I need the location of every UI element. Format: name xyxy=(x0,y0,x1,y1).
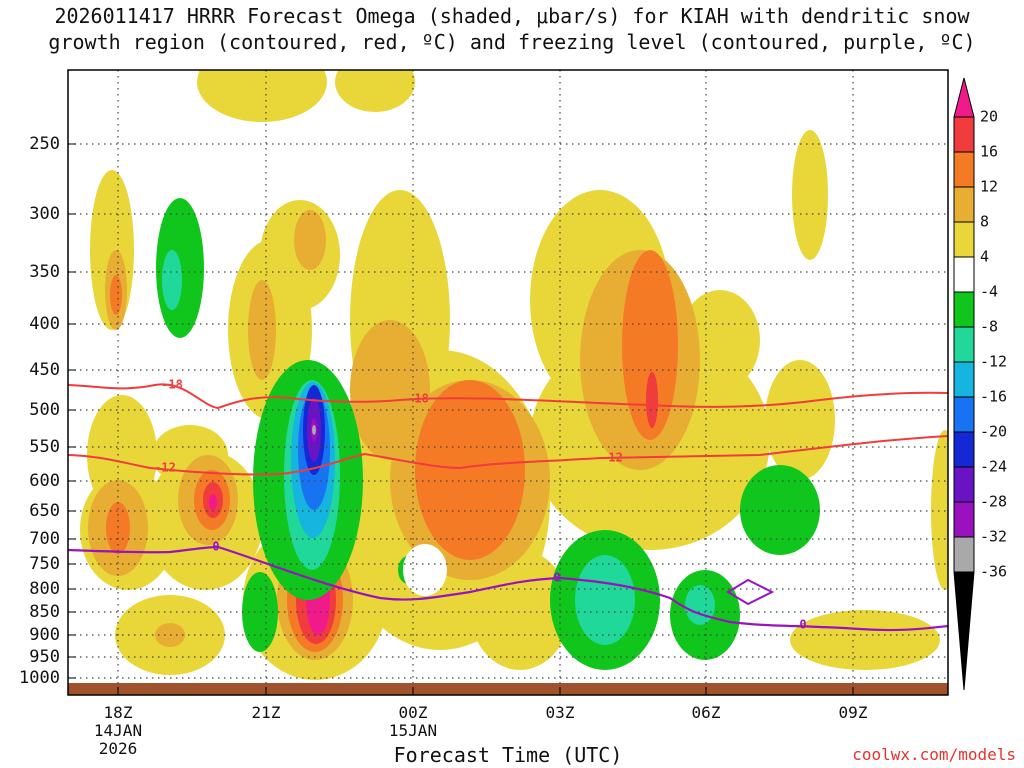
dgz-contour-minus18 xyxy=(67,383,949,410)
y-tick-label: 850 xyxy=(29,602,60,622)
omega-region-orange xyxy=(415,380,525,560)
x-tick-label: 06Z xyxy=(692,703,721,722)
y-tick-label: 900 xyxy=(29,625,60,645)
y-tick-label: 750 xyxy=(29,554,60,574)
y-tick-label: 450 xyxy=(29,360,60,380)
colorbar-level-label: -8 xyxy=(980,318,998,336)
colorbar-segment xyxy=(953,396,975,433)
x-tick-label: 18Z xyxy=(104,703,133,722)
omega-region-gold xyxy=(294,210,326,270)
chart-title-line-1: 2026011417 HRRR Forecast Omega (shaded, … xyxy=(54,4,970,28)
y-tick-label: 1000 xyxy=(19,668,60,688)
colorbar-overflow-bottom xyxy=(953,571,975,691)
y-tick-label: 800 xyxy=(29,579,60,599)
colorbar-segment xyxy=(953,151,975,188)
y-tick-label: 350 xyxy=(29,262,60,282)
colorbar-segment xyxy=(953,466,975,503)
y-tick-label: 550 xyxy=(29,437,60,457)
y-tick-label: 600 xyxy=(29,471,60,491)
omega-region-red xyxy=(646,372,658,428)
omega-region-aqua xyxy=(162,250,182,310)
omega-region-lightyellow xyxy=(335,70,415,112)
colorbar-segment xyxy=(953,431,975,468)
omega-region-lightyellow xyxy=(792,130,828,260)
chart-title-line-2: growth region (contoured, red, ºC) and f… xyxy=(48,30,976,54)
dgz-label-minus12: -12 xyxy=(601,451,623,465)
colorbar-segment xyxy=(953,291,975,328)
y-tick-label: 300 xyxy=(29,204,60,224)
omega-region-gold xyxy=(248,280,276,380)
freezing-level-contour-loop xyxy=(726,578,775,606)
colorbar-level-label: 4 xyxy=(980,248,989,266)
omega-region-gray xyxy=(312,425,316,435)
colorbar-level-label: 8 xyxy=(980,213,989,231)
dgz-label-minus12: -12 xyxy=(154,461,176,475)
colorbar-segment xyxy=(953,326,975,363)
colorbar-level-label: 12 xyxy=(980,178,998,196)
y-tick-label: 700 xyxy=(29,529,60,549)
freezing-level-contour xyxy=(67,545,949,632)
dgz-label-minus18: -18 xyxy=(161,378,183,392)
x-tick-label: 00Z xyxy=(399,703,428,722)
y-tick-label: 250 xyxy=(29,134,60,154)
omega-region-orange xyxy=(622,250,678,440)
x-tick-sublabel: 14JAN xyxy=(94,721,142,740)
colorbar-level-label: 16 xyxy=(980,143,998,161)
omega-region-lightyellow xyxy=(765,360,835,480)
colorbar-segment xyxy=(953,361,975,398)
omega-region-lightyellow xyxy=(790,610,940,670)
omega-region-magenta xyxy=(209,494,217,510)
omega-region-lightyellow xyxy=(197,70,327,122)
omega-region-lightyellow xyxy=(931,430,948,590)
plot-frame xyxy=(67,69,949,696)
colorbar-level-label: -24 xyxy=(980,458,1007,476)
freezing-level-label: 0 xyxy=(799,618,806,632)
colorbar-level-label: -12 xyxy=(980,353,1007,371)
y-tick-label: 400 xyxy=(29,314,60,334)
omega-clear-zone xyxy=(403,544,447,596)
omega-region-orange xyxy=(106,502,130,554)
y-tick-label: 950 xyxy=(29,647,60,667)
omega-region-aqua xyxy=(685,585,715,625)
ground-surface xyxy=(68,683,948,695)
colorbar-segment xyxy=(953,536,975,573)
freezing-level-label: 0 xyxy=(553,571,560,585)
colorbar-level-label: -4 xyxy=(980,283,998,301)
colorbar-segment xyxy=(953,501,975,538)
dgz-contour-minus12 xyxy=(67,435,949,476)
colorbar-level-label: -28 xyxy=(980,493,1007,511)
x-tick-sublabel: 15JAN xyxy=(389,721,437,740)
omega-region-aqua xyxy=(575,555,635,645)
x-tick-sublabel: 2026 xyxy=(99,739,138,758)
omega-region-green xyxy=(740,465,820,555)
x-tick-label: 21Z xyxy=(252,703,281,722)
colorbar-level-label: -20 xyxy=(980,423,1007,441)
colorbar-segment xyxy=(953,186,975,223)
x-axis-label: Forecast Time (UTC) xyxy=(394,743,623,767)
x-tick-label: 03Z xyxy=(546,703,575,722)
credit-label: coolwx.com/models xyxy=(852,745,1016,764)
colorbar-overflow-top xyxy=(953,77,975,118)
omega-region-lightyellow xyxy=(680,290,760,390)
colorbar-level-label: -32 xyxy=(980,528,1007,546)
colorbar-level-label: 20 xyxy=(980,108,998,126)
y-tick-label: 650 xyxy=(29,501,60,521)
omega-region-orange xyxy=(110,275,122,315)
x-tick-label: 09Z xyxy=(839,703,868,722)
y-tick-label: 500 xyxy=(29,400,60,420)
colorbar-level-label: -16 xyxy=(980,388,1007,406)
colorbar-segment xyxy=(953,221,975,258)
colorbar-level-label: -36 xyxy=(980,563,1007,581)
dgz-label-minus18: -18 xyxy=(407,392,429,406)
colorbar-segment xyxy=(953,256,975,293)
freezing-level-label: 0 xyxy=(212,540,219,554)
omega-region-lightyellow xyxy=(87,395,157,515)
colorbar-segment xyxy=(953,116,975,153)
